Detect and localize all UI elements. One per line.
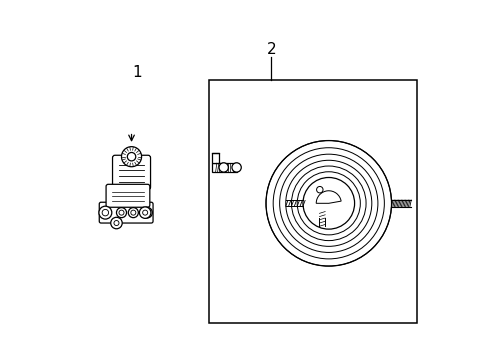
Circle shape (131, 210, 136, 215)
Circle shape (116, 208, 126, 218)
FancyBboxPatch shape (106, 184, 149, 207)
Bar (212, 153, 218, 163)
Text: 1: 1 (132, 65, 142, 80)
Bar (208, 80, 416, 323)
Circle shape (110, 217, 122, 229)
Circle shape (119, 210, 124, 215)
Circle shape (231, 163, 241, 172)
Circle shape (121, 147, 142, 167)
Circle shape (128, 208, 138, 218)
Bar (223, 163, 236, 172)
Circle shape (316, 186, 323, 193)
Circle shape (127, 153, 136, 161)
Circle shape (142, 210, 147, 215)
Wedge shape (316, 191, 341, 203)
Circle shape (219, 163, 228, 172)
FancyBboxPatch shape (112, 155, 150, 190)
FancyBboxPatch shape (99, 202, 153, 223)
Circle shape (139, 207, 151, 219)
Text: 2: 2 (266, 42, 276, 57)
Circle shape (303, 177, 354, 229)
Bar (212, 163, 223, 172)
Circle shape (114, 221, 119, 226)
Circle shape (102, 210, 108, 216)
Circle shape (99, 206, 112, 219)
Circle shape (265, 140, 391, 266)
Circle shape (142, 207, 152, 218)
